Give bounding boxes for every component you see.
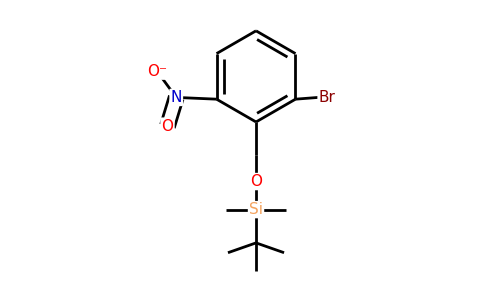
Text: Si: Si bbox=[249, 202, 263, 217]
Text: Br: Br bbox=[318, 90, 335, 105]
Text: N: N bbox=[170, 90, 182, 105]
Text: O: O bbox=[250, 174, 262, 189]
Text: O: O bbox=[162, 119, 173, 134]
Text: O⁻: O⁻ bbox=[147, 64, 167, 79]
